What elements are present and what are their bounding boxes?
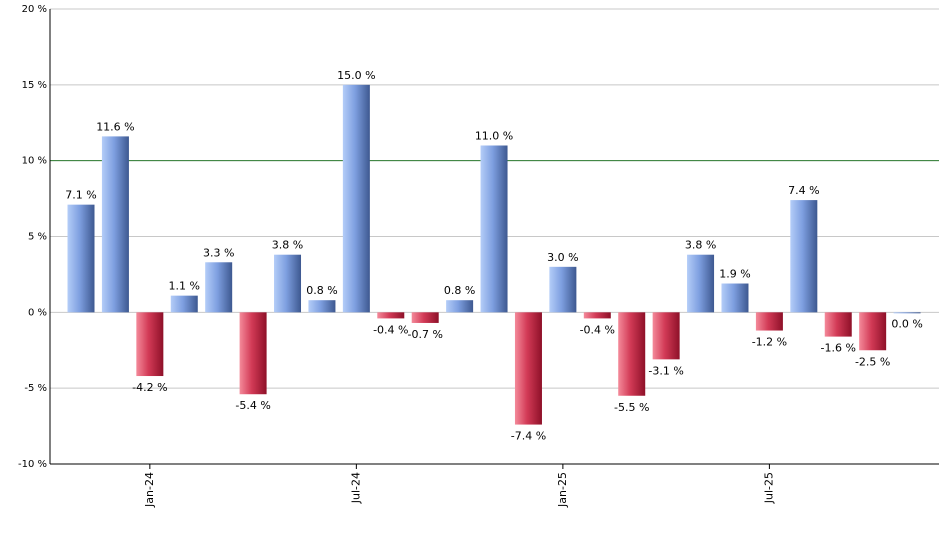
value-label: 0.0 % <box>891 317 922 330</box>
bar <box>514 312 542 425</box>
y-tick-label: 10 % <box>22 156 47 167</box>
x-tick-label: Jan-24 <box>143 472 156 508</box>
y-tick-label: -10 % <box>18 459 47 470</box>
bar <box>721 283 749 313</box>
bar <box>549 266 577 313</box>
bar <box>480 145 508 313</box>
x-tick-label: Jul-24 <box>349 472 362 504</box>
value-label: 1.9 % <box>719 268 750 281</box>
bar <box>859 312 887 351</box>
bar <box>687 254 715 313</box>
bar <box>583 312 611 319</box>
bar <box>652 312 680 360</box>
bar <box>342 84 370 313</box>
value-label: 1.1 % <box>169 280 200 293</box>
bar <box>239 312 267 395</box>
bar <box>274 254 302 313</box>
bar <box>790 200 818 313</box>
value-label: -1.2 % <box>752 336 787 349</box>
value-label: 3.3 % <box>203 246 234 259</box>
y-tick-label: 20 % <box>22 4 47 15</box>
value-label: 3.8 % <box>685 239 716 252</box>
x-tick-label: Jul-25 <box>762 472 775 504</box>
value-label: -4.2 % <box>132 381 167 394</box>
bar <box>67 204 95 313</box>
y-tick-label: 0 % <box>28 307 47 318</box>
value-label: -2.5 % <box>855 355 890 368</box>
bar <box>377 312 405 319</box>
value-label: 7.4 % <box>788 184 819 197</box>
value-label: -0.4 % <box>580 323 615 336</box>
bar <box>170 295 198 313</box>
value-label: 0.8 % <box>444 284 475 297</box>
value-label: 15.0 % <box>337 69 375 82</box>
y-tick-label: 15 % <box>22 80 47 91</box>
value-label: -1.6 % <box>821 342 856 355</box>
value-label: -5.4 % <box>235 399 270 412</box>
x-tick-label: Jan-25 <box>556 472 569 508</box>
y-tick-label: -5 % <box>24 383 47 394</box>
value-label: -5.5 % <box>614 401 649 414</box>
value-label: -0.7 % <box>407 328 442 341</box>
value-label: -0.4 % <box>373 323 408 336</box>
value-label: 0.8 % <box>306 284 337 297</box>
y-tick-label: 5 % <box>28 232 47 243</box>
bar <box>446 300 474 313</box>
value-label: -3.1 % <box>648 364 683 377</box>
bar <box>824 312 852 337</box>
bar <box>411 312 439 323</box>
value-label: 7.1 % <box>65 189 96 202</box>
value-label: 11.0 % <box>475 130 513 143</box>
value-label: 3.0 % <box>547 251 578 264</box>
bar <box>618 312 646 396</box>
value-label: 11.6 % <box>96 120 134 133</box>
bar <box>893 312 921 314</box>
value-label: -7.4 % <box>511 430 546 443</box>
bar <box>101 136 129 313</box>
bar <box>205 262 233 313</box>
bar <box>136 312 164 377</box>
value-label: 3.8 % <box>272 239 303 252</box>
bar <box>308 300 336 313</box>
bar <box>755 312 783 331</box>
